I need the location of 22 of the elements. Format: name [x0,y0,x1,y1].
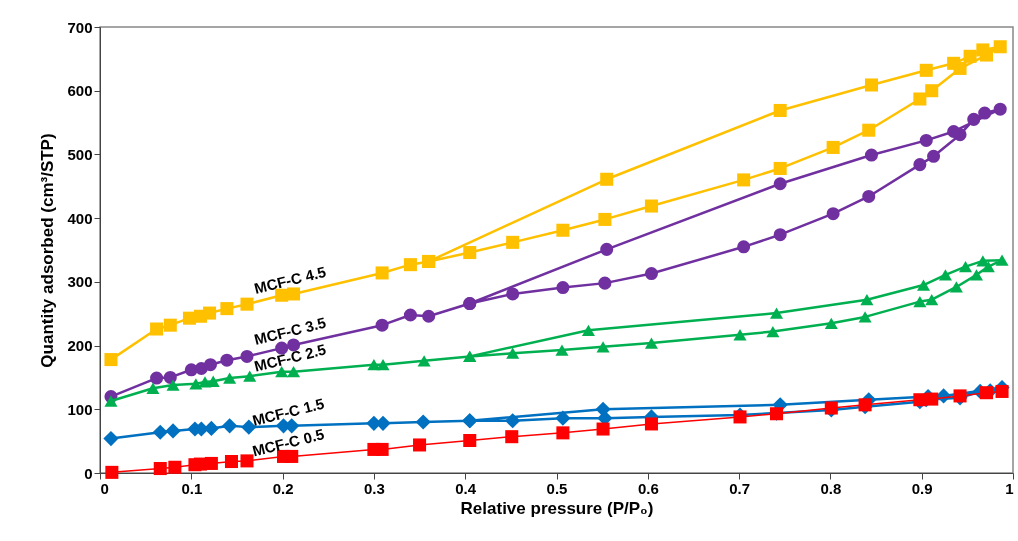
x-tick-label: 0.7 [729,479,751,497]
text: MCF-C 4.5 [252,262,328,298]
x-axis-title: Relative pressure (P/P₀) [460,498,654,518]
x-tick-label: 0.3 [363,479,385,497]
x-tick-label: 1 [1005,479,1014,497]
y-tick-label: 400 [67,209,93,227]
x-tick-label: 0 [100,479,109,497]
y-tick-label: 200 [67,337,93,355]
y-tick-label: 700 [67,18,93,36]
y-tick-label: 100 [67,400,93,418]
x-tick-label: 0.5 [546,479,568,497]
y-tick-label: 600 [67,82,93,100]
x-tick-label: 0.4 [455,479,477,497]
x-tick-label: 0.2 [272,479,294,497]
y-tick-label: 500 [67,145,93,163]
x-tick-label: 0.9 [911,479,933,497]
x-tick-label: 0.1 [181,479,203,497]
y-axis-title: Quantity adsorbed (cm³/STP) [38,133,58,368]
y-tick-label: 300 [67,273,93,291]
x-tick-label: 0.6 [637,479,659,497]
x-tick-label: 0.8 [820,479,842,497]
y-tick-label: 0 [84,464,93,482]
